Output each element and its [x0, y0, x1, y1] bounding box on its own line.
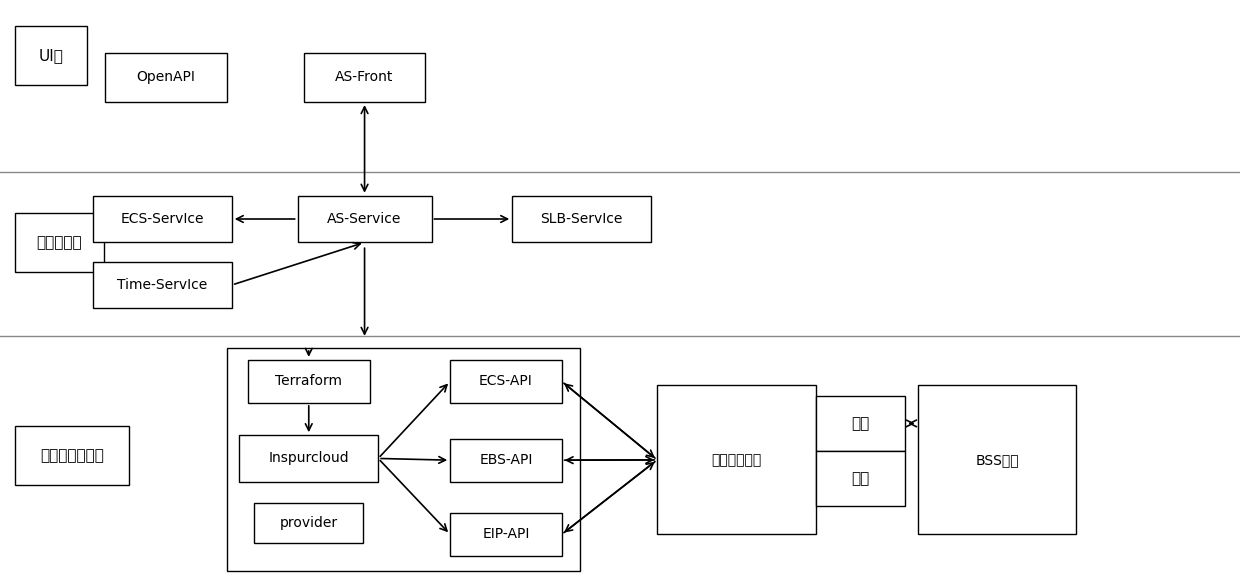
FancyBboxPatch shape [15, 426, 129, 485]
Text: 业务逻辑层: 业务逻辑层 [37, 235, 82, 250]
FancyBboxPatch shape [816, 451, 905, 506]
FancyBboxPatch shape [248, 360, 370, 403]
Text: Terraform: Terraform [275, 374, 342, 388]
FancyBboxPatch shape [93, 196, 232, 242]
Text: Time-ServIce: Time-ServIce [118, 278, 207, 292]
FancyBboxPatch shape [450, 439, 562, 482]
FancyBboxPatch shape [918, 385, 1076, 534]
Text: EBS-API: EBS-API [479, 453, 533, 467]
Text: 费用: 费用 [852, 471, 869, 486]
Text: SLB-ServIce: SLB-ServIce [541, 212, 622, 226]
FancyBboxPatch shape [512, 196, 651, 242]
FancyBboxPatch shape [816, 396, 905, 451]
Text: ECS-API: ECS-API [479, 374, 533, 388]
Text: ECS-ServIce: ECS-ServIce [120, 212, 205, 226]
Text: EIP-API: EIP-API [482, 527, 529, 541]
Text: AS-Front: AS-Front [335, 71, 394, 84]
Text: OpenAPI: OpenAPI [136, 71, 196, 84]
FancyBboxPatch shape [304, 53, 425, 102]
FancyBboxPatch shape [93, 262, 232, 308]
FancyBboxPatch shape [15, 26, 87, 85]
Text: Inspurcloud: Inspurcloud [268, 451, 350, 465]
FancyBboxPatch shape [105, 53, 227, 102]
FancyBboxPatch shape [450, 360, 562, 403]
FancyBboxPatch shape [239, 435, 378, 482]
Text: BSS系统: BSS系统 [975, 453, 1019, 467]
FancyBboxPatch shape [450, 513, 562, 556]
Text: UI层: UI层 [38, 48, 63, 63]
FancyBboxPatch shape [298, 196, 432, 242]
Text: AS-Service: AS-Service [327, 212, 402, 226]
Text: 订单: 订单 [852, 416, 869, 431]
FancyBboxPatch shape [254, 503, 363, 543]
FancyBboxPatch shape [657, 385, 816, 534]
Text: 基础设施管理层: 基础设施管理层 [40, 448, 104, 463]
FancyBboxPatch shape [15, 213, 104, 272]
Text: provider: provider [280, 516, 337, 530]
Text: 相关产品应用: 相关产品应用 [712, 453, 761, 467]
